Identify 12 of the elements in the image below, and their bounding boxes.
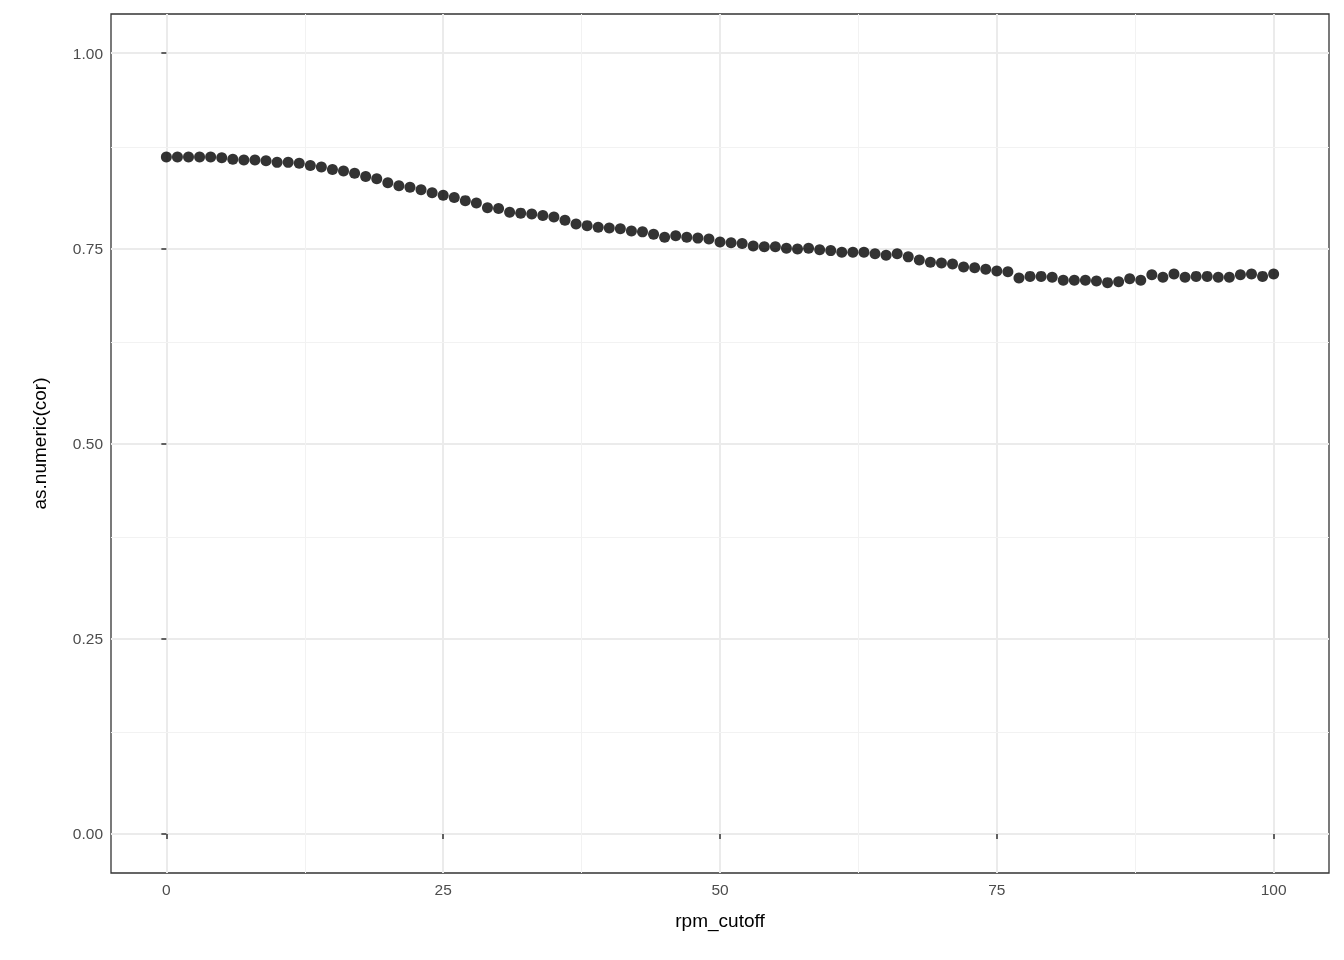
y-axis-title: as.numeric(cor) bbox=[29, 377, 50, 510]
y-tick-label: 0.50 bbox=[72, 435, 104, 452]
x-tick-label: 100 bbox=[1260, 880, 1287, 898]
y-tick-label: 0.25 bbox=[72, 630, 103, 648]
y-tick-label: 0.00 bbox=[72, 825, 104, 843]
x-tick-label: 0 bbox=[162, 880, 172, 898]
y-tick-label: 0.75 bbox=[72, 239, 103, 257]
y-tick-label: 1.00 bbox=[72, 44, 104, 62]
x-tick-label: 75 bbox=[988, 880, 1006, 898]
x-tick-label: 25 bbox=[434, 880, 452, 898]
x-tick-label: 50 bbox=[711, 880, 729, 898]
x-axis-title: rpm_cutoff bbox=[675, 910, 766, 932]
